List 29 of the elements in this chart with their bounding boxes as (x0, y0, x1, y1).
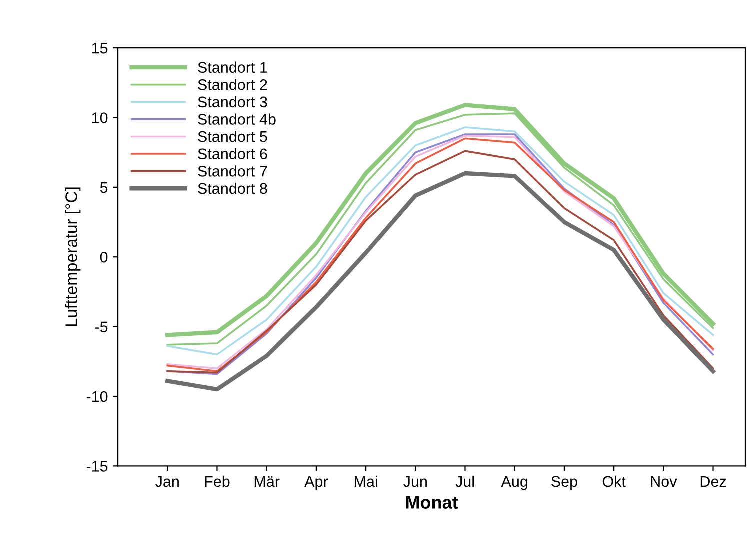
y-tick-label: 10 (92, 112, 108, 124)
legend-label: Standort 5 (198, 131, 268, 142)
y-tick-label: 5 (100, 182, 108, 194)
x-tick-label: Jun (404, 476, 427, 488)
x-tick-label: Jan (156, 476, 179, 488)
x-tick-label: Nov (651, 476, 678, 488)
y-tick-label: -15 (86, 461, 108, 472)
legend-label: Standort 8 (198, 182, 268, 194)
x-tick-label: Apr (304, 476, 328, 490)
legend-label: Standort 7 (198, 166, 268, 177)
x-tick-label: Dez (700, 476, 726, 488)
y-tick-label: -10 (86, 391, 108, 402)
legend-label: Standort 6 (198, 148, 268, 160)
y-tick-label: 15 (92, 43, 108, 54)
x-tick-label: Jul (456, 476, 474, 488)
y-tick-label: -5 (95, 322, 108, 332)
legend-label: Standort 3 (198, 96, 268, 108)
legend-label: Standort 1 (198, 62, 268, 74)
x-tick-label: Sep (552, 476, 578, 490)
x-tick-label: Aug (501, 476, 528, 490)
y-tick-label: 0 (100, 252, 108, 263)
y-axis-title: Lufttemperatur [°C] (65, 188, 81, 326)
x-tick-label: Okt (602, 476, 626, 488)
legend-label: Standort 4b (198, 114, 276, 125)
legend-label: Standort 2 (198, 79, 268, 90)
x-tick-label: Mai (354, 476, 378, 488)
x-axis-title: Monat (406, 496, 458, 509)
x-tick-label: Feb (205, 476, 230, 488)
x-tick-label: Mär (254, 476, 280, 488)
